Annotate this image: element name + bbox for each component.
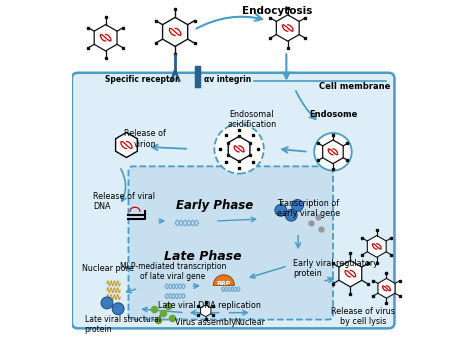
Text: Nuclear pore: Nuclear pore xyxy=(82,264,134,273)
Text: Specific receptor: Specific receptor xyxy=(105,75,179,84)
Text: Early Phase: Early Phase xyxy=(176,199,254,212)
Text: Virus assembly: Virus assembly xyxy=(175,318,236,327)
Polygon shape xyxy=(367,236,386,257)
Text: Early viral regulatory
protein: Early viral regulatory protein xyxy=(293,259,378,279)
Circle shape xyxy=(101,297,113,309)
FancyBboxPatch shape xyxy=(128,166,333,319)
Wedge shape xyxy=(213,275,234,285)
Text: RRP: RRP xyxy=(217,281,231,286)
Polygon shape xyxy=(228,136,250,162)
Text: Release of viral
DNA: Release of viral DNA xyxy=(93,192,155,211)
Text: Late viral DNA replication: Late viral DNA replication xyxy=(158,301,261,310)
Circle shape xyxy=(285,209,297,221)
Text: Release of virus
by cell lysis: Release of virus by cell lysis xyxy=(331,307,395,326)
Text: Endosome: Endosome xyxy=(309,110,357,119)
Circle shape xyxy=(314,133,352,171)
FancyBboxPatch shape xyxy=(72,73,394,328)
Text: Cell membrane: Cell membrane xyxy=(319,82,391,91)
Text: Endocytosis: Endocytosis xyxy=(242,5,312,16)
Circle shape xyxy=(275,204,287,216)
Text: Transcription of
early viral gene: Transcription of early viral gene xyxy=(277,199,340,218)
Polygon shape xyxy=(94,25,117,51)
Polygon shape xyxy=(163,17,188,46)
Polygon shape xyxy=(339,261,362,287)
Text: αv integrin: αv integrin xyxy=(204,75,252,84)
Text: Release of
virion: Release of virion xyxy=(124,129,166,149)
Text: MLP-mediated transcription
of late viral gene: MLP-mediated transcription of late viral… xyxy=(120,262,226,281)
Circle shape xyxy=(292,199,303,211)
Text: Endosomal
acidification: Endosomal acidification xyxy=(227,110,276,129)
Polygon shape xyxy=(323,140,343,164)
Polygon shape xyxy=(378,279,395,298)
Circle shape xyxy=(214,124,264,174)
Polygon shape xyxy=(201,305,211,317)
Text: Nuclear: Nuclear xyxy=(234,318,265,327)
Polygon shape xyxy=(276,15,299,41)
Polygon shape xyxy=(116,132,137,158)
Text: Late Phase: Late Phase xyxy=(164,250,242,263)
Circle shape xyxy=(112,303,124,315)
Text: Late viral structural
protein: Late viral structural protein xyxy=(85,315,161,334)
